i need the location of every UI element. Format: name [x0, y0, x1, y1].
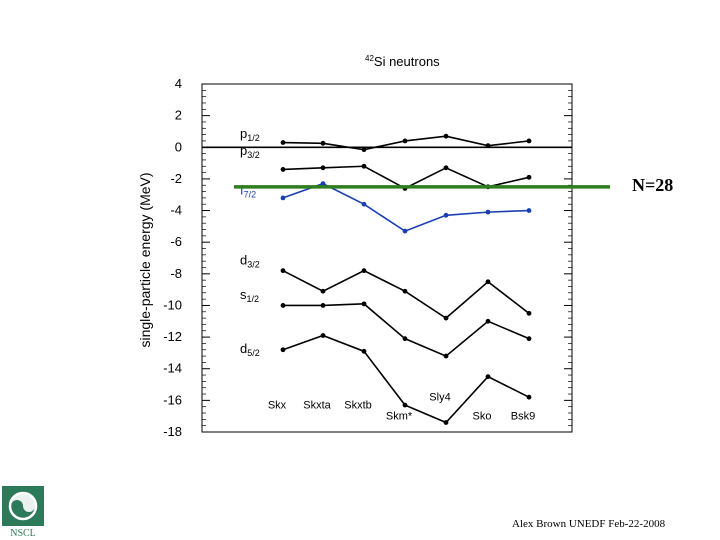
- category-label: Skm*: [386, 410, 413, 422]
- data-point: [320, 140, 326, 146]
- data-point: [443, 133, 449, 139]
- data-point: [402, 402, 408, 408]
- data-point: [361, 201, 367, 207]
- y-tick-label: 0: [175, 139, 182, 154]
- series-label: s1/2: [240, 287, 259, 304]
- category-label: Skxtb: [344, 399, 372, 411]
- y-axis-ticks: 4 2 0 -2 -4 -6 -8 -10 -12 -14 -16 -18: [163, 76, 572, 439]
- nscl-logo: NSCL: [2, 486, 44, 538]
- data-point: [402, 336, 408, 342]
- data-point: [526, 174, 532, 180]
- series-label: d5/2: [240, 341, 260, 358]
- logo-text: NSCL: [10, 528, 36, 538]
- series-label: d3/2: [240, 252, 260, 269]
- category-label: Sly4: [429, 391, 450, 403]
- category-labels: Skx Skxta Skxtb Skm* Sly4 Sko Bsk9: [268, 391, 535, 422]
- data-point: [443, 165, 449, 171]
- data-point: [361, 163, 367, 169]
- plot-border: [201, 83, 573, 433]
- data-point: [320, 288, 326, 294]
- data-point: [485, 279, 491, 285]
- y-tick-label: -8: [170, 266, 182, 281]
- data-point: [320, 303, 326, 308]
- series-lines: p1/2p3/2 f7/2 d3/2 s1/2 d5/2: [240, 126, 532, 425]
- data-point: [280, 140, 286, 145]
- y-tick-label: -6: [170, 234, 182, 249]
- y-tick-label: 2: [175, 108, 182, 123]
- category-label: Skx: [268, 399, 287, 411]
- data-point: [280, 347, 286, 353]
- data-point: [361, 348, 367, 354]
- data-point: [443, 353, 449, 359]
- data-point: [280, 195, 286, 201]
- series-line-s1-2: [283, 303, 530, 357]
- category-label: Skxta: [303, 399, 331, 411]
- n28-label: N=28: [632, 175, 674, 195]
- data-point: [485, 143, 491, 149]
- data-point: [320, 165, 326, 171]
- series-label: p3/2: [240, 143, 260, 160]
- y-tick-label: -16: [163, 392, 182, 407]
- data-point: [402, 138, 408, 144]
- data-point: [280, 268, 286, 274]
- y-tick-label: -14: [163, 361, 182, 376]
- data-point: [443, 315, 449, 321]
- logo-swirl-inner: [11, 494, 35, 512]
- y-axis-label: single-particle energy (MeV): [137, 172, 153, 347]
- chart-title: 42Si neutrons: [365, 54, 440, 69]
- y-tick-label: -12: [163, 329, 182, 344]
- data-point: [443, 212, 449, 218]
- data-point: [361, 301, 367, 307]
- series-label: f7/2: [240, 183, 256, 200]
- y-tick-label: 4: [175, 76, 182, 91]
- logo-swirl-icon: [8, 491, 38, 521]
- data-point: [485, 318, 491, 324]
- y-tick-label: -4: [170, 203, 182, 218]
- y-tick-label: -18: [163, 424, 182, 439]
- data-point: [526, 138, 532, 144]
- data-point: [485, 374, 491, 380]
- data-point: [526, 336, 532, 342]
- data-point: [280, 303, 286, 308]
- title-text: Si neutrons: [374, 54, 440, 69]
- data-point: [361, 268, 367, 274]
- title-superscript: 42: [365, 54, 374, 63]
- data-point: [402, 228, 408, 234]
- data-point: [320, 181, 326, 187]
- y-tick-label: -2: [170, 171, 182, 186]
- footer-credit: Alex Brown UNEDF Feb-22-2008: [512, 518, 666, 530]
- category-label: Bsk9: [511, 410, 535, 422]
- data-point: [361, 147, 367, 153]
- series-line-d3-2: [282, 269, 530, 320]
- data-point: [526, 208, 532, 213]
- series-label: p1/2: [240, 126, 260, 143]
- category-label: Sko: [473, 410, 492, 422]
- data-point: [485, 209, 491, 215]
- data-point: [443, 420, 449, 425]
- series-line-f7-2: [282, 182, 530, 233]
- data-point: [402, 288, 408, 294]
- data-point: [526, 310, 532, 316]
- data-point: [280, 167, 286, 172]
- plot-frame: [201, 83, 573, 433]
- data-point: [526, 394, 532, 400]
- y-tick-label: -10: [163, 297, 182, 312]
- data-point: [320, 333, 326, 338]
